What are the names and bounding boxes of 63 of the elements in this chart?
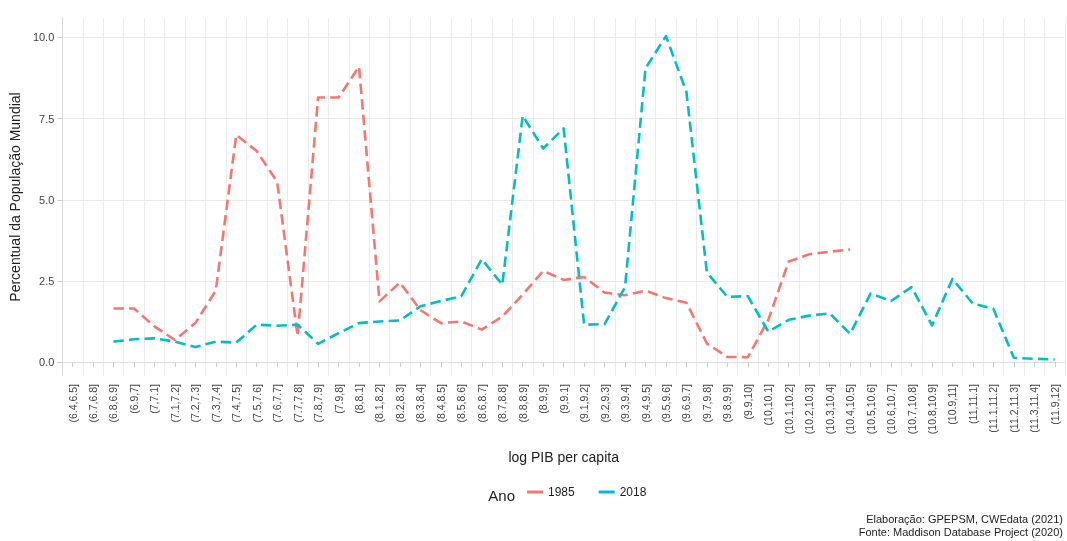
x-tick-label: (6.7,6.8] [87, 383, 99, 423]
x-tick-label: (7,7.1] [148, 383, 161, 414]
y-tick-label: 10.0 [32, 31, 55, 44]
x-tick-label: (7.8,7.9] [312, 383, 325, 423]
x-tick-label: (9,9.1] [557, 383, 570, 414]
x-tick-label: (9.3,9.4] [619, 383, 632, 423]
y-tick-label: 7.5 [39, 112, 55, 125]
x-tick-label: (11,11.1] [966, 383, 979, 424]
x-tick-label: (11.2,11.3] [1007, 383, 1020, 433]
x-tick-label: (10.8,10.9] [925, 383, 938, 435]
y-axis-title: Percentual da População Mundial [7, 92, 23, 302]
x-tick-label: (8.8,8.9] [516, 383, 529, 423]
y-tick-label: 2.5 [39, 274, 55, 287]
x-tick-label: (10.5,10.6] [864, 383, 877, 435]
x-tick-label: (8.3,8.4] [414, 383, 427, 423]
x-tick-label: (9.5,9.6] [659, 383, 672, 423]
x-tick-label: (8.7,8.8] [496, 383, 509, 423]
x-tick-label: (10.4,10.5] [844, 383, 857, 435]
x-tick-label: (10.7,10.8] [905, 383, 918, 435]
x-tick-label: (10,10.1] [762, 383, 775, 426]
x-tick-label: (7.5,7.6] [250, 383, 263, 423]
x-tick-label: (6.4,6.5] [66, 383, 79, 423]
legend-title: Ano [488, 487, 516, 504]
x-tick-label: (10.1,10.2] [782, 383, 795, 435]
x-tick-label: (7.9,8] [332, 383, 345, 414]
x-tick-label: (9.1,9.2] [578, 383, 591, 423]
x-tick-label: (6.9,7] [127, 383, 140, 414]
x-tick-label: (8.6,8.7] [475, 383, 488, 423]
x-tick-label: (7.7,7.8] [291, 383, 304, 423]
x-tick-label: (9.4,9.5] [639, 383, 652, 423]
x-tick-label: (8.5,8.6] [455, 383, 468, 423]
x-tick-label: (8,8.1] [353, 383, 366, 414]
line-series [112, 34, 1057, 361]
legend-label: 1985 [548, 485, 576, 499]
x-tick-label: (8.1,8.2] [373, 383, 386, 423]
x-tick-label: (6.8,6.9] [107, 383, 120, 423]
x-tick-label: (9.9,10] [741, 383, 754, 420]
x-tick-label: (8.4,8.5] [434, 383, 447, 423]
x-tick-label: (7.2,7.3] [189, 383, 202, 423]
x-tick-label: (11.9,12] [1048, 383, 1061, 425]
x-tick-label: (10.3,10.4] [823, 383, 836, 435]
x-axis-title: log PIB per capita [508, 449, 620, 465]
x-tick-label: (9.8,9.9] [721, 383, 734, 423]
text: Elaboração: GPEPSM, CWEdata (2021) [866, 512, 1063, 525]
x-tick-label: (10.9,11] [946, 383, 959, 425]
line-series [112, 65, 852, 359]
x-tick-label: (9.7,9.8] [700, 383, 713, 423]
x-tick-label: (10.2,10.3] [803, 383, 816, 435]
source-note: Fonte: Maddison Database Project (2020) [858, 525, 1063, 538]
x-tick-label: (9.6,9.7] [680, 383, 693, 423]
x-tick-label: (11.3,11.4] [1028, 383, 1041, 433]
x-tick-label: (11.1,11.2] [987, 383, 1000, 433]
x-tick-label: (7.4,7.5] [230, 383, 243, 423]
x-tick-label: (7.1,7.2] [168, 383, 181, 423]
legend-label: 2018 [619, 485, 647, 499]
x-tick-label: (8.2,8.3] [393, 383, 406, 423]
y-tick-label: 5.0 [39, 193, 55, 206]
x-tick-label: (8.9,9] [537, 383, 550, 414]
x-tick-label: (10.6,10.7] [885, 383, 898, 435]
x-tick-label: (7.3,7.4] [209, 383, 222, 423]
y-tick-label: 0.0 [39, 356, 55, 369]
x-tick-label: (9.2,9.3] [598, 383, 611, 423]
x-tick-label: (7.6,7.7] [271, 383, 284, 423]
